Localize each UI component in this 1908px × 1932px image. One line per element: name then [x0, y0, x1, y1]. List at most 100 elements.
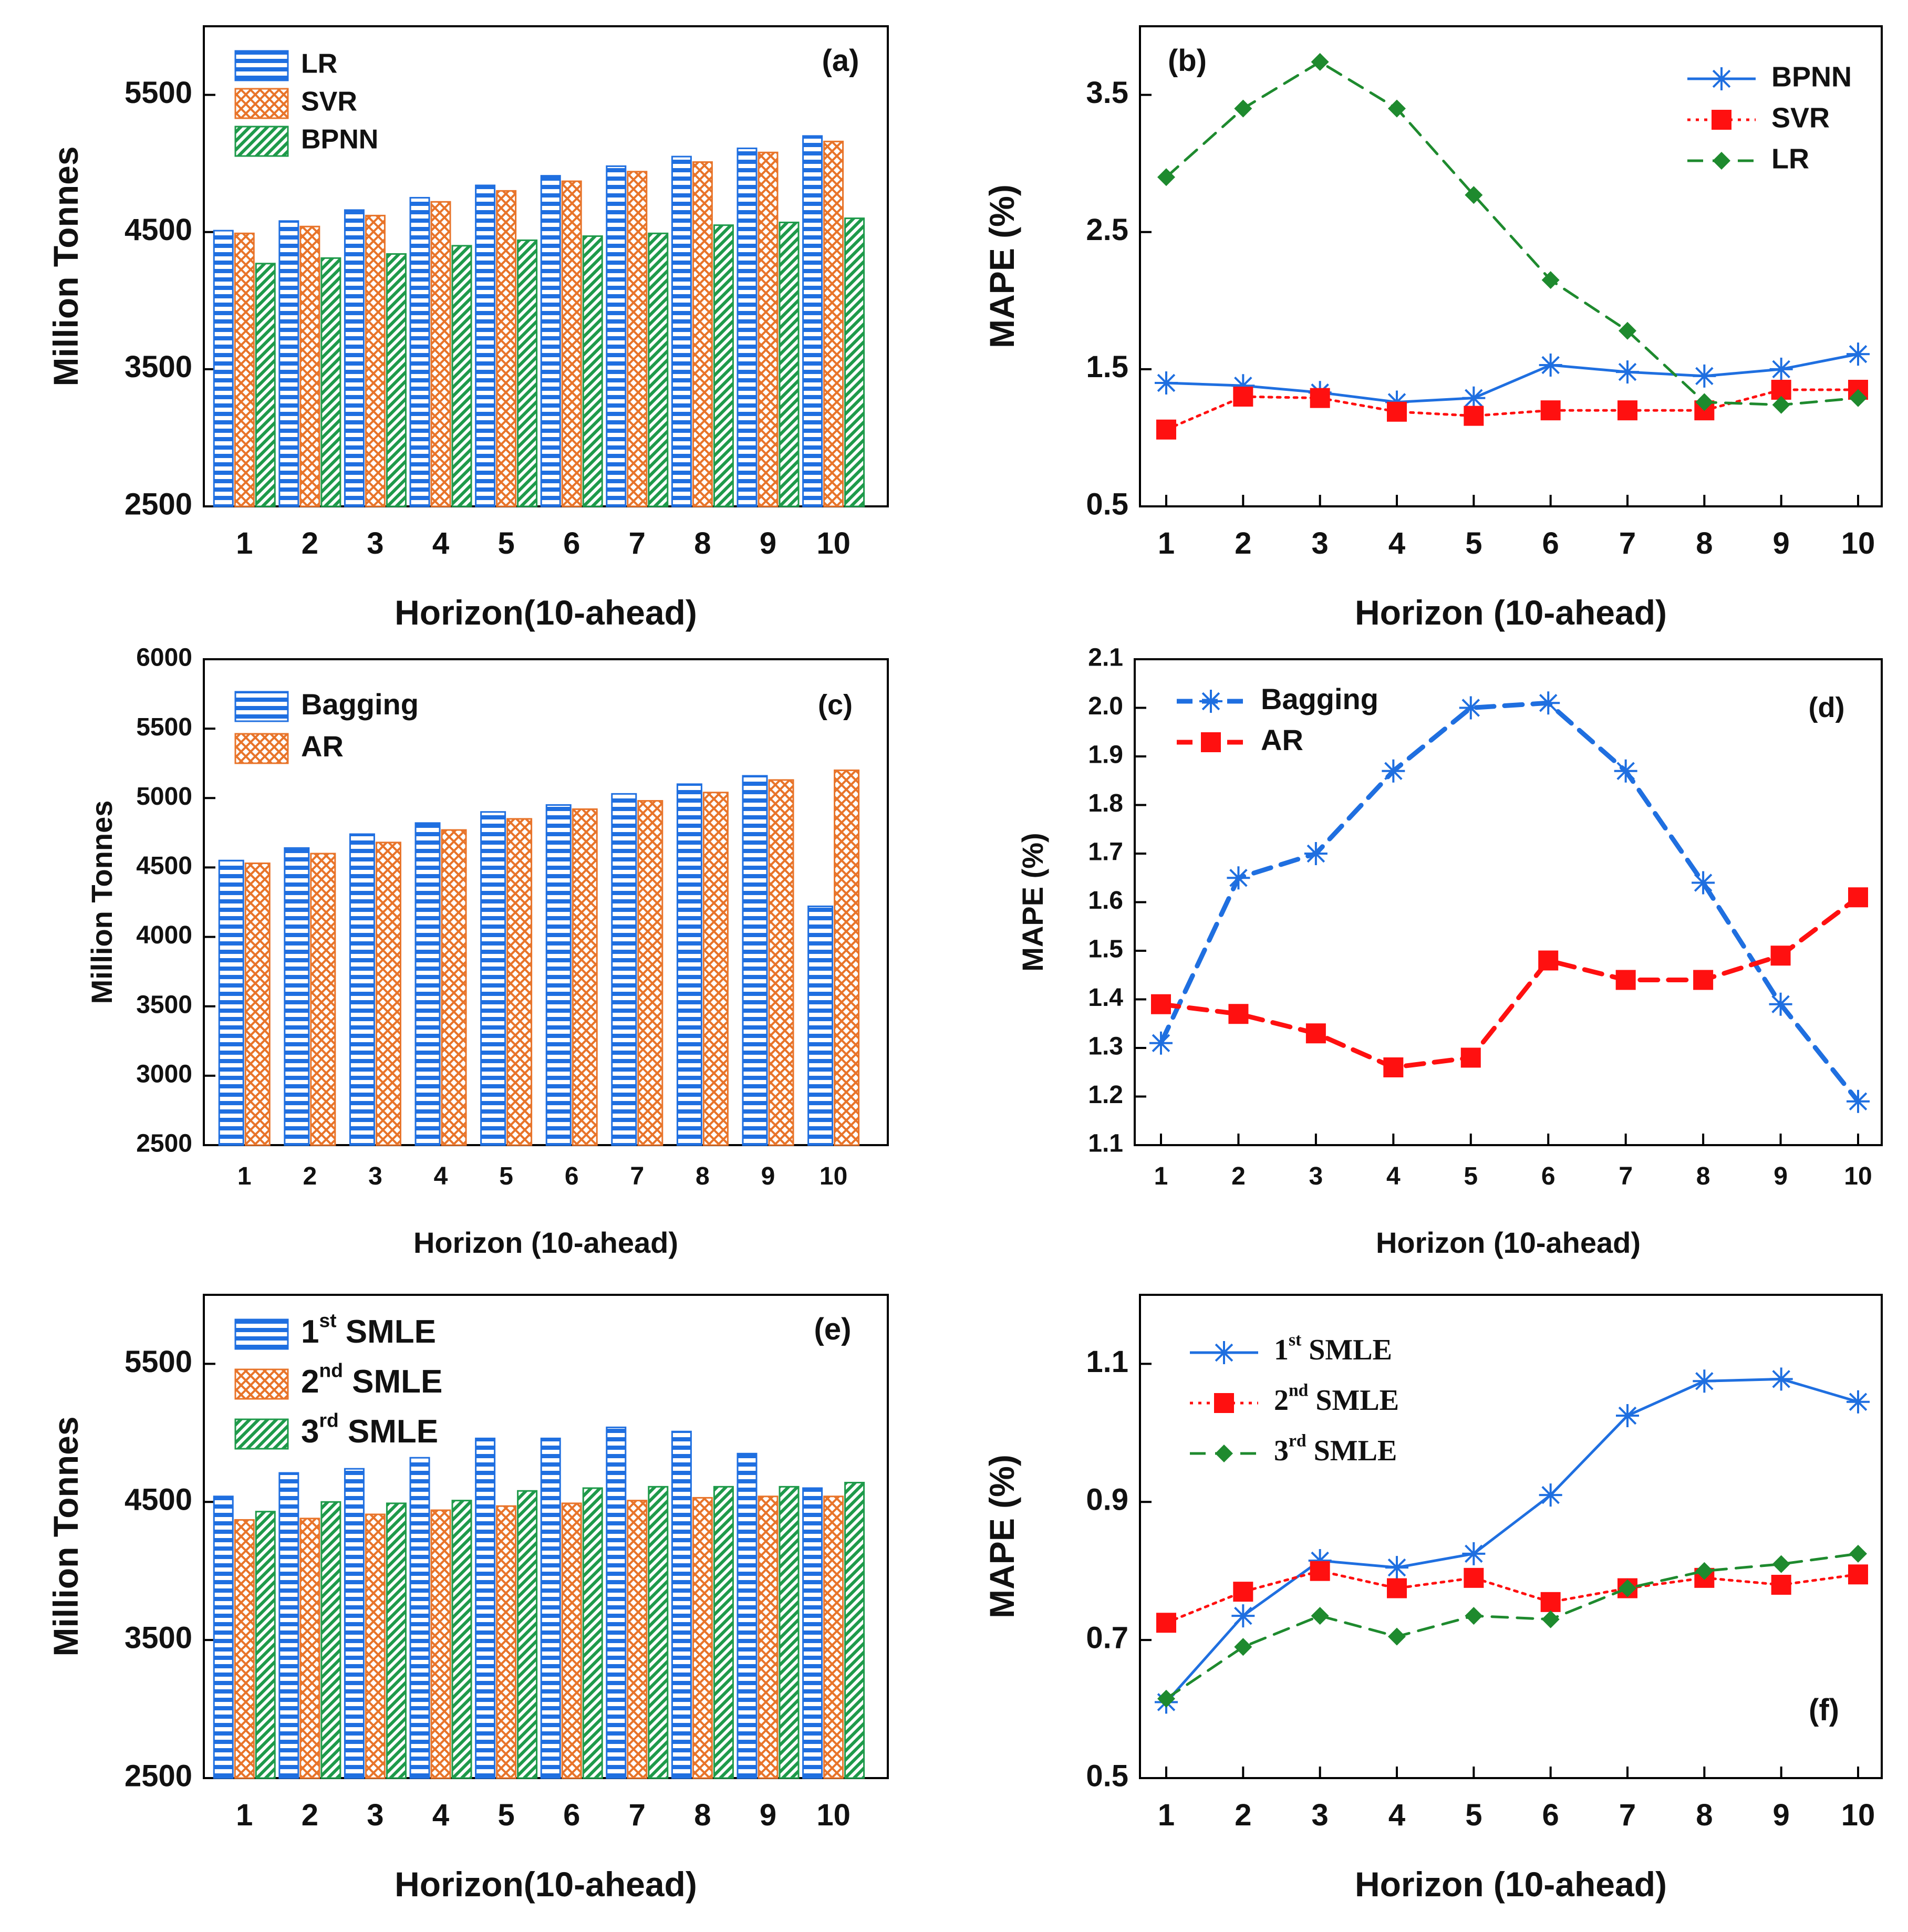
- legend-label: BPNN: [1771, 61, 1852, 92]
- bar: [320, 1501, 341, 1779]
- x-axis-title: Horizon(10-ahead): [395, 1865, 697, 1904]
- series-blue: [1155, 1367, 1870, 1714]
- bar: [349, 833, 375, 1146]
- series-dark_green: [1157, 1544, 1867, 1708]
- bar: [506, 818, 533, 1146]
- marker-square: [1848, 887, 1868, 908]
- x-tick-label: 4: [432, 1798, 449, 1832]
- series-red: [1151, 887, 1868, 1077]
- y-tick-label: 1.8: [1088, 790, 1123, 817]
- series-line: [1165, 388, 1860, 431]
- x-tick-label: 2: [303, 1162, 317, 1190]
- legend-swatch: [234, 691, 289, 722]
- marker-asterisk: [1227, 866, 1250, 890]
- marker-diamond: [1695, 393, 1714, 411]
- x-tick-label: 9: [1773, 526, 1790, 560]
- y-tick-label: 3500: [125, 1621, 192, 1655]
- marker-diamond: [1465, 186, 1483, 204]
- marker-square: [1464, 406, 1484, 426]
- bar: [517, 239, 538, 507]
- marker-square: [1460, 1047, 1481, 1068]
- marker-diamond: [1311, 1607, 1329, 1625]
- bar: [671, 155, 692, 507]
- y-tick-label: 2500: [136, 1130, 192, 1158]
- x-tick-label: 4: [432, 526, 449, 560]
- marker-asterisk: [1693, 364, 1716, 388]
- y-tick-label: 1.2: [1088, 1081, 1123, 1109]
- bar: [451, 245, 472, 507]
- plot-frame: [1139, 25, 1883, 507]
- bar: [496, 190, 517, 507]
- y-tick-label: 0.5: [1086, 487, 1128, 521]
- bar: [244, 863, 271, 1146]
- marker-asterisk: [1847, 342, 1870, 366]
- marker-square: [1383, 1057, 1404, 1077]
- marker-asterisk: [1231, 374, 1255, 398]
- marker-square: [1848, 1564, 1868, 1585]
- x-tick-label: 5: [1465, 526, 1482, 560]
- marker-square: [1464, 1567, 1484, 1588]
- x-tick-label: 10: [816, 526, 851, 560]
- y-axis-title: MAPE (%): [1016, 833, 1049, 971]
- x-tick-label: 6: [1542, 526, 1559, 560]
- series-line: [1158, 895, 1861, 1070]
- x-tick-label: 2: [1235, 526, 1251, 560]
- bar: [611, 793, 637, 1146]
- bar: [213, 230, 234, 507]
- bar: [637, 800, 663, 1146]
- marker-asterisk: [1308, 1549, 1332, 1572]
- marker-asterisk: [1304, 842, 1328, 865]
- bar: [234, 1519, 255, 1779]
- x-tick-label: 5: [497, 526, 514, 560]
- x-tick-label: 10: [1844, 1162, 1872, 1190]
- x-tick-label: 3: [367, 526, 383, 560]
- bar: [213, 1495, 234, 1779]
- marker-asterisk: [1710, 67, 1733, 90]
- x-tick-label: 2: [1231, 1162, 1246, 1190]
- marker-asterisk: [1199, 690, 1222, 713]
- marker-square: [1693, 970, 1714, 990]
- x-tick-label: 8: [1696, 1798, 1713, 1832]
- bar: [255, 263, 276, 507]
- legend-ordinal: 2: [1274, 1384, 1289, 1417]
- bar: [540, 175, 561, 507]
- panel-f: 0.5 0.7 0.9 1.1 Horizon (10-ahead) MAPE (%) (f…: [982, 1294, 1883, 1904]
- legend-swatch: [234, 1318, 289, 1350]
- y-tick-label: 3500: [125, 350, 192, 384]
- legend-label: LR: [1771, 143, 1809, 174]
- bar: [234, 232, 255, 507]
- bar: [517, 1490, 538, 1779]
- legend-label: 2nd SMLE: [1274, 1380, 1399, 1416]
- marker-diamond: [1157, 168, 1175, 186]
- x-tick-label: 9: [1774, 1162, 1788, 1190]
- marker-square: [1540, 400, 1561, 421]
- legend-ordinal-suffix: nd: [1289, 1380, 1309, 1400]
- y-tick-label: 0.7: [1086, 1621, 1128, 1655]
- marker-diamond: [1772, 1555, 1790, 1573]
- y-axis-title: Million Tonnes: [46, 146, 85, 386]
- marker-asterisk: [1212, 1341, 1236, 1364]
- bar: [344, 1468, 365, 1779]
- marker-diamond: [1388, 99, 1406, 118]
- bar: [807, 905, 834, 1146]
- bar: [320, 257, 341, 507]
- x-axis-title: Horizon(10-ahead): [395, 593, 697, 632]
- marker-square: [1310, 1561, 1330, 1581]
- legend-label: 1st SMLE: [1274, 1330, 1392, 1366]
- legend-ordinal: 2: [301, 1364, 319, 1400]
- bar: [480, 811, 506, 1146]
- legend-series-name: SMLE: [1306, 1435, 1397, 1467]
- x-tick-label: 10: [820, 1162, 847, 1190]
- marker-square: [1233, 1582, 1253, 1602]
- marker-square: [1771, 1575, 1791, 1595]
- marker-asterisk: [1459, 696, 1482, 720]
- x-tick-label: 9: [1773, 1798, 1790, 1832]
- bar: [386, 253, 407, 507]
- y-tick-label: 1.3: [1088, 1033, 1123, 1061]
- marker-diamond: [1157, 1689, 1175, 1708]
- legend-label: LR: [301, 49, 337, 79]
- x-tick-label: 7: [1619, 1798, 1636, 1832]
- legend-label: Bagging: [301, 688, 419, 721]
- legend-series-name: SMLE: [1308, 1384, 1399, 1417]
